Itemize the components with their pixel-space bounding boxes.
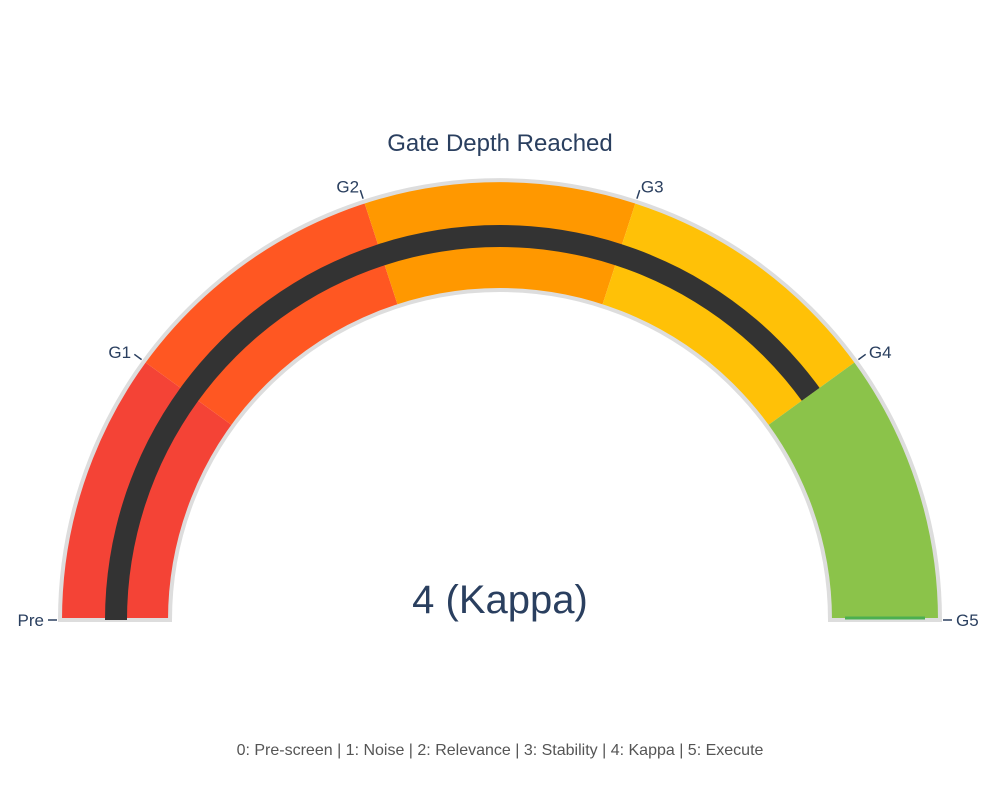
tick-label: Pre bbox=[18, 611, 44, 630]
gauge-step-4 bbox=[766, 361, 940, 620]
tick-label: G3 bbox=[641, 177, 664, 196]
tick-label: G5 bbox=[956, 611, 979, 630]
tick-mark bbox=[636, 189, 641, 199]
tick-label: G1 bbox=[108, 343, 131, 362]
gauge-ticks: Pre G1 G2 G3 G4 G5 bbox=[18, 177, 979, 630]
tick-mark bbox=[857, 353, 867, 361]
chart-title: Gate Depth Reached bbox=[387, 130, 612, 157]
tick-mark bbox=[133, 353, 143, 361]
gauge-caption: 0: Pre-screen | 1: Noise | 2: Relevance … bbox=[237, 742, 764, 759]
tick-label: G2 bbox=[336, 177, 359, 196]
gauge-value-text: 4 (Kappa) bbox=[412, 578, 588, 622]
tick-mark bbox=[359, 189, 364, 199]
gauge-border bbox=[57, 178, 943, 622]
tick-label: G4 bbox=[869, 343, 892, 362]
